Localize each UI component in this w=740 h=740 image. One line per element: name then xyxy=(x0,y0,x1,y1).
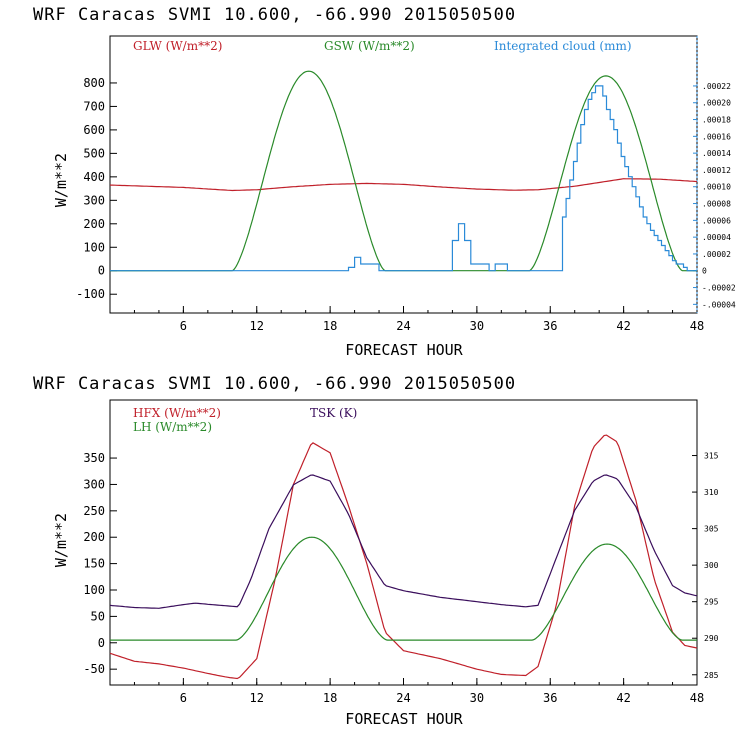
top-y-tick-label: 0 xyxy=(98,264,105,278)
legend-hfx: HFX (W/m**2) xyxy=(133,406,221,420)
top-plot-frame xyxy=(109,35,698,314)
top-right-tick-label: .00018 xyxy=(702,116,731,125)
bottom-right-tick-label: 305 xyxy=(704,525,719,534)
top-x-tick-label: 30 xyxy=(470,319,484,333)
top-right-tick-label: .00016 xyxy=(702,132,731,141)
bottom-y-tick-label: 350 xyxy=(83,451,105,465)
bottom-x-tick-label: 12 xyxy=(250,691,264,705)
bottom-y-tick-label: 200 xyxy=(83,530,105,544)
bottom-right-tick-label: 295 xyxy=(704,598,719,607)
legend-tsk: TSK (K) xyxy=(310,406,357,420)
top-right-tick-label: .00014 xyxy=(702,149,731,158)
top-right-tick-label: -.00004 xyxy=(702,300,736,309)
top-right-tick-label: .00022 xyxy=(702,82,731,91)
top-y-tick-label: 100 xyxy=(83,240,105,254)
top-right-tick-label: .00010 xyxy=(702,183,731,192)
bottom-x-tick-label: 36 xyxy=(543,691,557,705)
bottom-y-tick-label: 50 xyxy=(91,609,105,623)
top-x-tick-label: 24 xyxy=(396,319,410,333)
bottom-y-tick-label: 100 xyxy=(83,583,105,597)
top-y-tick-label: 700 xyxy=(83,99,105,113)
bottom-right-tick-label: 285 xyxy=(704,671,719,680)
top-y-tick-label: 400 xyxy=(83,170,105,184)
top-right-tick-label: .00006 xyxy=(702,216,731,225)
top-y-tick-label: 300 xyxy=(83,193,105,207)
top-y-axis-label: W/m**2 xyxy=(52,153,70,207)
bottom-y-tick-label: 250 xyxy=(83,504,105,518)
legend-glw: GLW (W/m**2) xyxy=(133,39,222,53)
top-y-tick-label: 500 xyxy=(83,146,105,160)
top-x-tick-label: 48 xyxy=(690,319,704,333)
bottom-x-tick-label: 30 xyxy=(470,691,484,705)
bottom-x-tick-label: 48 xyxy=(690,691,704,705)
top-x-tick-label: 18 xyxy=(323,319,337,333)
top-y-tick-label: 800 xyxy=(83,76,105,90)
bottom-x-tick-label: 6 xyxy=(180,691,187,705)
top-right-tick-label: 0 xyxy=(702,267,707,276)
series-gsw-line xyxy=(109,70,698,272)
bottom-right-tick-label: 290 xyxy=(704,634,719,643)
bottom-plot-frame xyxy=(109,399,698,686)
panel-top: WRF Caracas SVMI 10.600, -66.990 2015050… xyxy=(33,5,736,359)
bottom-y-axis-label: W/m**2 xyxy=(52,513,70,567)
top-x-axis-label: FORECAST HOUR xyxy=(345,341,463,359)
top-x-tick-label: 12 xyxy=(250,319,264,333)
bottom-x-axis-label: FORECAST HOUR xyxy=(345,710,463,728)
series-tsk-line xyxy=(109,474,698,609)
panel-bottom: WRF Caracas SVMI 10.600, -66.990 2015050… xyxy=(33,374,719,728)
bottom-right-tick-label: 300 xyxy=(704,561,719,570)
bottom-y-tick-label: 0 xyxy=(98,636,105,650)
series-lh-line xyxy=(110,536,697,641)
bottom-x-tick-label: 24 xyxy=(396,691,410,705)
top-x-tick-label: 36 xyxy=(543,319,557,333)
top-x-tick-label: 6 xyxy=(180,319,187,333)
top-right-tick-label: .00020 xyxy=(702,99,731,108)
bottom-y-tick-label: -50 xyxy=(83,662,105,676)
bottom-right-tick-label: 315 xyxy=(704,452,719,461)
legend-integrated-cloud: Integrated cloud (mm) xyxy=(494,39,632,53)
top-right-tick-label: .00012 xyxy=(702,166,731,175)
top-right-tick-label: .00002 xyxy=(702,250,731,259)
top-x-tick-label: 42 xyxy=(616,319,630,333)
top-right-tick-label: .00004 xyxy=(702,233,731,242)
top-y-tick-label: 600 xyxy=(83,123,105,137)
legend-lh: LH (W/m**2) xyxy=(133,420,212,434)
bottom-x-tick-label: 18 xyxy=(323,691,337,705)
top-chart-title: WRF Caracas SVMI 10.600, -66.990 2015050… xyxy=(33,5,516,25)
top-y-tick-label: -100 xyxy=(76,287,105,301)
top-right-tick-label: .00008 xyxy=(702,200,731,209)
series-integrated-cloud-step xyxy=(110,85,697,272)
bottom-y-tick-label: 150 xyxy=(83,557,105,571)
top-right-tick-label: -.00002 xyxy=(702,284,736,293)
series-glw-line xyxy=(110,178,698,192)
top-y-tick-label: 200 xyxy=(83,217,105,231)
bottom-right-tick-label: 310 xyxy=(704,488,719,497)
legend-gsw: GSW (W/m**2) xyxy=(324,39,415,53)
bottom-y-tick-label: 300 xyxy=(83,477,105,491)
series-hfx-line xyxy=(109,434,698,680)
bottom-chart-title: WRF Caracas SVMI 10.600, -66.990 2015050… xyxy=(33,374,516,394)
bottom-x-tick-label: 42 xyxy=(616,691,630,705)
